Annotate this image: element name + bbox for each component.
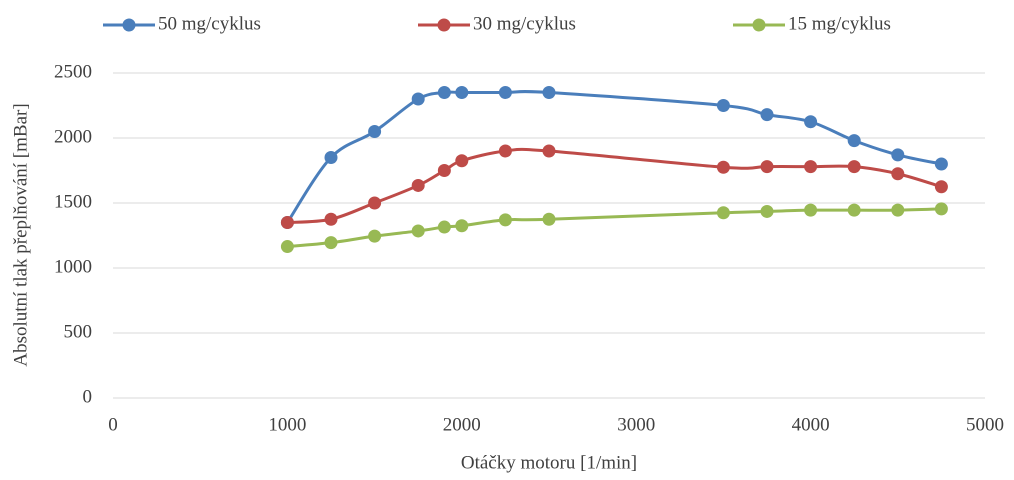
data-point bbox=[716, 99, 730, 112]
data-point bbox=[891, 167, 905, 181]
series-line bbox=[287, 147, 942, 224]
x-tick-label: 3000 bbox=[617, 414, 655, 435]
data-point bbox=[498, 144, 512, 158]
x-tick-label: 4000 bbox=[792, 414, 830, 435]
data-point bbox=[891, 148, 905, 162]
data-point bbox=[542, 212, 556, 226]
y-tick-label: 500 bbox=[64, 321, 93, 342]
data-point bbox=[847, 203, 861, 217]
y-tick-label: 1500 bbox=[54, 191, 92, 212]
data-point bbox=[437, 86, 451, 99]
data-point bbox=[498, 86, 512, 99]
legend-marker bbox=[752, 18, 766, 32]
data-point bbox=[411, 224, 425, 238]
data-point bbox=[280, 216, 294, 229]
legend-label: 50 mg/cyklus bbox=[158, 13, 261, 34]
x-tick-label: 0 bbox=[108, 414, 118, 435]
legend-label: 15 mg/cyklus bbox=[788, 13, 891, 34]
data-point bbox=[934, 157, 948, 171]
data-point bbox=[455, 86, 469, 99]
data-point bbox=[498, 213, 512, 227]
data-point bbox=[716, 160, 730, 174]
data-point bbox=[324, 212, 338, 226]
y-tick-label: 1000 bbox=[54, 256, 92, 277]
y-tick-label: 2000 bbox=[54, 126, 92, 147]
data-point bbox=[804, 160, 818, 174]
data-point bbox=[804, 115, 818, 129]
x-tick-label: 2000 bbox=[443, 414, 481, 435]
data-point bbox=[368, 125, 382, 138]
data-point bbox=[324, 151, 338, 164]
data-point bbox=[934, 180, 948, 194]
data-point bbox=[455, 219, 469, 233]
legend-marker bbox=[437, 18, 451, 32]
data-point bbox=[542, 144, 556, 158]
series-line bbox=[287, 207, 942, 249]
data-point bbox=[455, 154, 469, 168]
data-point bbox=[411, 178, 425, 192]
data-point bbox=[324, 236, 338, 250]
data-point bbox=[437, 164, 451, 177]
data-point bbox=[760, 160, 774, 174]
data-point bbox=[847, 160, 861, 174]
data-point bbox=[760, 204, 774, 218]
legend-marker bbox=[122, 18, 136, 32]
data-point bbox=[411, 92, 425, 106]
data-point bbox=[891, 203, 905, 217]
data-point bbox=[847, 134, 861, 148]
data-point bbox=[716, 206, 730, 220]
legend-label: 30 mg/cyklus bbox=[473, 13, 576, 34]
data-point bbox=[280, 240, 294, 254]
x-tick-label: 5000 bbox=[966, 414, 1004, 435]
y-tick-label: 0 bbox=[83, 386, 93, 407]
data-point bbox=[437, 220, 451, 234]
data-point bbox=[542, 86, 556, 99]
data-point bbox=[760, 108, 774, 122]
x-tick-label: 1000 bbox=[268, 414, 306, 435]
y-tick-label: 2500 bbox=[54, 61, 92, 82]
x-axis-label: Otáčky motoru [1/min] bbox=[461, 452, 637, 473]
data-point bbox=[368, 229, 382, 243]
y-axis-label: Absolutní tlak přeplňování [mBar] bbox=[10, 103, 31, 366]
data-point bbox=[804, 203, 818, 217]
data-point bbox=[934, 202, 948, 216]
data-point bbox=[368, 196, 382, 210]
